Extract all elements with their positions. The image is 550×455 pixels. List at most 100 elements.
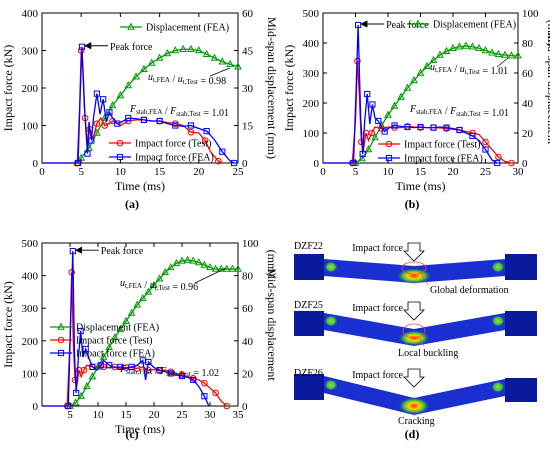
y-tick-label: 200 <box>22 83 39 95</box>
series-line <box>76 48 239 164</box>
data-point <box>234 62 242 70</box>
data-point <box>202 49 211 57</box>
data-point <box>200 260 209 268</box>
ratio-displacement-annotation: ut,FEA / ut,Test = 1.01 <box>430 62 508 77</box>
legend-entry-test: Impact force (Test) <box>378 140 480 151</box>
y-tick-label: 400 <box>22 8 39 20</box>
legend-marker <box>116 153 124 161</box>
data-point <box>80 366 88 374</box>
data-point <box>93 120 101 127</box>
data-point <box>488 48 496 56</box>
data-point <box>468 42 477 50</box>
data-point <box>190 376 197 384</box>
global-deformation-label: Global deformation <box>430 285 509 296</box>
specimen-label-dzf25: DZF25 <box>294 300 323 311</box>
data-point <box>88 372 97 380</box>
impact-force-label-3: Impact force <box>352 370 403 381</box>
data-point <box>201 393 208 400</box>
legend: Displacement (FEA) Impact force (Test) Imp… <box>109 23 229 164</box>
y-tick-label: 200 <box>22 336 39 348</box>
legend-label: Displacement (FEA) <box>146 23 229 34</box>
data-point <box>384 110 392 118</box>
y2-tick-label: 30 <box>242 83 254 95</box>
x-tick-label: 30 <box>205 409 217 421</box>
data-point <box>178 372 186 380</box>
ratio-displacement-annotation: ut,FEA / ut,Test = 0.96 <box>120 278 198 293</box>
data-point <box>75 366 83 374</box>
data-point <box>106 109 113 116</box>
series-impact-force-fea <box>42 43 238 167</box>
data-point <box>416 68 425 76</box>
y2-axis-label: Mid-span displacement (mm) <box>265 17 279 159</box>
right-support-plate <box>505 378 537 402</box>
data-point <box>147 58 156 66</box>
left-support-plate <box>294 374 324 400</box>
peak-force-label: Peak force <box>110 42 153 53</box>
data-point <box>371 133 379 141</box>
x-axis-label: Time (ms) <box>396 179 446 193</box>
data-point <box>124 81 133 89</box>
data-point <box>403 83 412 91</box>
plot-frame <box>41 242 239 407</box>
global-deformation-leader <box>419 271 429 286</box>
y-tick-label: 500 <box>22 238 39 250</box>
y-tick-label: 0 <box>33 158 39 170</box>
beam-body <box>324 376 505 415</box>
legend-label: Impact force (Test) <box>135 139 211 150</box>
x-tick-label: 5 <box>78 166 84 178</box>
y2-axis-unit: (mm) <box>545 20 550 47</box>
data-point <box>187 44 195 52</box>
peak-force-label: Peak force <box>101 246 144 257</box>
legend-marker <box>414 19 422 27</box>
x-tick-label: 25 <box>480 166 492 178</box>
deformation-circle <box>401 261 427 275</box>
data-point <box>100 96 107 103</box>
panel-label-d: (d) <box>405 427 420 441</box>
x-tick-label: 5 <box>67 409 73 421</box>
stress-zone-right <box>491 381 505 393</box>
data-point <box>358 154 366 162</box>
data-point <box>155 53 164 61</box>
panel-label-c: (c) <box>125 427 138 441</box>
y2-tick-label: 0 <box>522 158 528 170</box>
right-support-plate <box>505 254 537 280</box>
x-tick-label: 25 <box>177 409 189 421</box>
data-point <box>140 116 148 123</box>
x-tick-label: 15 <box>121 409 133 421</box>
y2-tick-label: 40 <box>522 98 534 110</box>
data-point <box>172 122 179 129</box>
y2-axis-label: Mid-span displacement <box>545 32 550 145</box>
y2-tick-label: 0 <box>242 158 248 170</box>
left-support-plate <box>294 311 324 336</box>
data-point <box>206 262 214 271</box>
x-tick-label: 20 <box>149 409 161 421</box>
stress-hotspot <box>398 397 430 415</box>
data-point <box>65 402 72 410</box>
data-point <box>133 300 142 308</box>
x-tick-label: 35 <box>233 409 245 421</box>
data-point <box>110 333 119 341</box>
data-point <box>364 145 373 153</box>
y2-tick-label: 40 <box>242 336 254 348</box>
data-point <box>218 57 227 65</box>
data-point <box>93 128 101 136</box>
data-point <box>167 370 174 377</box>
legend-label: Impact force (FEA) <box>135 153 214 164</box>
data-point <box>501 50 509 58</box>
data-point <box>77 391 86 399</box>
data-point <box>219 148 226 155</box>
data-point <box>89 363 96 370</box>
data-point <box>482 146 489 153</box>
data-point <box>144 287 153 295</box>
y2-tick-label: 100 <box>522 8 539 20</box>
y-tick-label: 200 <box>303 98 320 110</box>
data-point <box>469 132 476 140</box>
data-point <box>71 398 80 406</box>
data-point <box>217 264 226 272</box>
y-tick-label: 400 <box>22 271 39 283</box>
beam-dzf25 <box>294 311 537 346</box>
data-point <box>494 159 501 167</box>
buckling-circle <box>402 323 426 339</box>
data-point <box>155 274 164 282</box>
data-point <box>369 101 376 108</box>
